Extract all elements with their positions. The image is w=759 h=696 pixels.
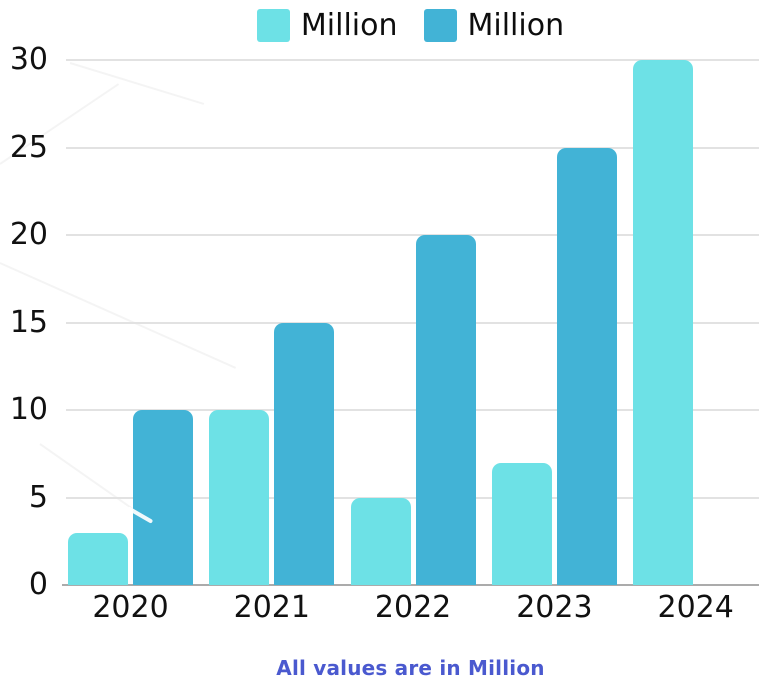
- x-axis-label-2023: 2023: [516, 590, 593, 625]
- y-axis-tick-label: 0: [28, 567, 48, 602]
- bar-2023-series1: [491, 462, 552, 585]
- bar-2022-series2: [415, 235, 476, 585]
- footer-note: All values are in Million: [276, 656, 545, 680]
- gridline-y15: [66, 321, 759, 324]
- bar-2023-series2: [556, 147, 617, 585]
- gridline-y25: [66, 146, 759, 149]
- bar-2021-series1: [209, 410, 270, 585]
- legend-swatch-icon: [256, 8, 290, 42]
- bar-2020-series1: [68, 532, 128, 585]
- y-axis-tick-label: 30: [9, 42, 48, 77]
- legend-swatch-icon: [423, 8, 457, 42]
- bar-2021-series2: [274, 322, 335, 585]
- y-axis-tick-label: 20: [9, 217, 48, 252]
- bar-2020-series2: [133, 410, 193, 585]
- gridline-y5: [66, 496, 759, 499]
- y-axis-tick-label: 15: [9, 304, 48, 340]
- y-axis-tick-label: 10: [9, 392, 48, 427]
- chart-legend: Million Million: [62, 4, 759, 46]
- x-axis-label-2021: 2021: [233, 590, 310, 625]
- legend-item-1: Million: [256, 7, 398, 43]
- bar-2022-series1: [350, 497, 411, 585]
- bar-2024-series1: [633, 60, 694, 585]
- legend-label: Million: [467, 7, 565, 43]
- x-axis-label-2020: 2020: [92, 590, 169, 625]
- gridline-y30: [66, 59, 759, 61]
- x-axis-label-2024: 2024: [657, 590, 734, 625]
- legend-item-2: Million: [423, 7, 565, 43]
- x-axis-label-2022: 2022: [374, 590, 452, 625]
- gridline-y20: [66, 234, 759, 236]
- y-axis-tick-label: 25: [9, 129, 48, 165]
- y-axis-tick-label: 5: [28, 479, 48, 515]
- legend-label: Million: [300, 7, 398, 43]
- gridline-y10: [66, 409, 759, 411]
- x-axis-line: [62, 584, 759, 586]
